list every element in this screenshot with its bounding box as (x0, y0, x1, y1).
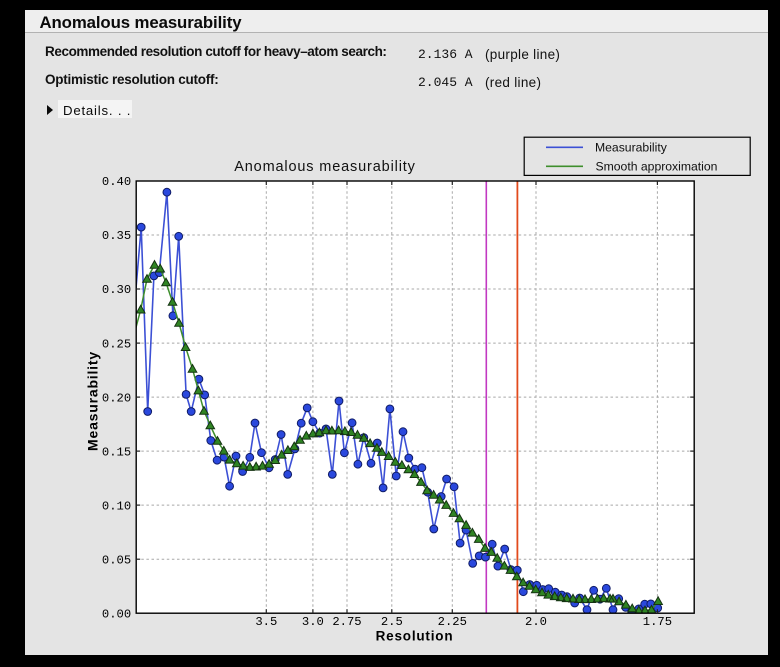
svg-text:3.5: 3.5 (255, 615, 277, 629)
svg-text:0.30: 0.30 (102, 283, 131, 297)
svg-text:2.75: 2.75 (332, 615, 361, 629)
svg-text:Measurability: Measurability (595, 141, 668, 155)
svg-text:1.75: 1.75 (643, 615, 672, 629)
svg-text:3.0: 3.0 (302, 615, 324, 629)
svg-text:0.25: 0.25 (102, 337, 131, 351)
svg-text:2.25: 2.25 (438, 615, 467, 629)
svg-text:Smooth approximation: Smooth approximation (596, 159, 718, 173)
svg-text:0.40: 0.40 (102, 175, 131, 189)
svg-text:0.15: 0.15 (102, 445, 131, 459)
svg-text:0.05: 0.05 (102, 553, 131, 567)
svg-text:0.35: 0.35 (102, 229, 131, 243)
svg-text:0.10: 0.10 (102, 499, 131, 513)
svg-text:2.0: 2.0 (525, 615, 547, 629)
svg-text:2.5: 2.5 (381, 615, 403, 629)
svg-text:Measurability: Measurability (85, 351, 101, 451)
svg-text:0.20: 0.20 (102, 391, 131, 405)
svg-text:Resolution: Resolution (376, 629, 454, 644)
svg-text:0.00: 0.00 (102, 607, 131, 621)
svg-text:Anomalous measurability: Anomalous measurability (234, 159, 416, 175)
